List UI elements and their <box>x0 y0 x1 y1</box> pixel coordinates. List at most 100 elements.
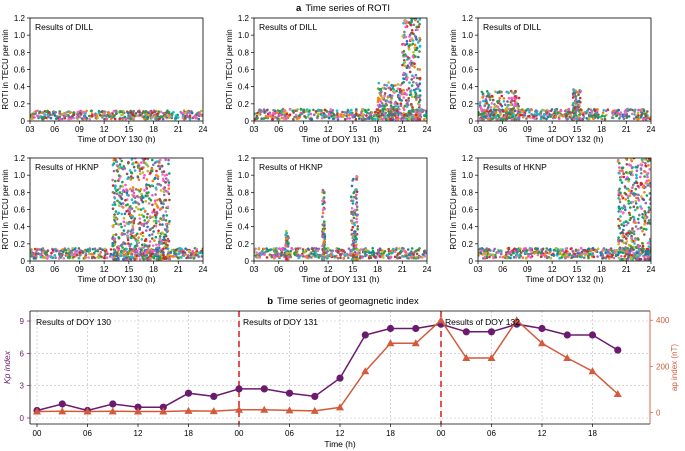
roti-point <box>44 253 48 257</box>
roti-point <box>193 251 196 255</box>
roti-burst-point <box>516 113 520 117</box>
roti-burst-point <box>412 118 415 121</box>
roti-point <box>309 112 313 116</box>
roti-point <box>195 249 199 253</box>
roti-burst-point <box>376 100 380 103</box>
roti-burst-point <box>395 89 398 93</box>
roti-burst-point <box>408 62 412 65</box>
roti-burst-point <box>572 101 575 105</box>
roti-point <box>587 107 590 111</box>
roti-point <box>336 256 340 260</box>
roti-burst-point <box>389 88 393 91</box>
roti-burst-point <box>152 163 155 167</box>
roti-point <box>484 248 487 252</box>
roti-burst-point <box>416 28 419 31</box>
roti-point <box>478 111 480 114</box>
roti-burst-point <box>624 220 628 223</box>
roti-point <box>644 114 647 118</box>
roti-burst-point <box>123 224 127 227</box>
roti-burst-point <box>479 105 482 109</box>
roti-point <box>197 114 201 118</box>
roti-point <box>507 250 510 253</box>
x-axis-label: Time of DOY 132 (h) <box>526 274 604 284</box>
roti-burst-point <box>630 234 633 238</box>
roti-point <box>324 115 328 118</box>
ap-marker <box>361 367 370 375</box>
roti-burst-point <box>640 207 643 210</box>
roti-point <box>375 252 379 255</box>
roti-point <box>527 108 530 112</box>
roti-burst-point <box>126 238 130 242</box>
roti-burst-point <box>405 20 409 24</box>
roti-point <box>272 109 275 112</box>
roti-point <box>521 115 525 119</box>
roti-burst-point <box>350 195 353 198</box>
x-tick-label: 12 <box>100 265 109 274</box>
roti-point <box>184 247 187 250</box>
roti-points <box>254 174 427 261</box>
roti-burst-point <box>622 247 626 251</box>
roti-point <box>479 251 483 255</box>
roti-burst-point <box>147 202 151 205</box>
roti-burst-point <box>146 169 149 173</box>
roti-burst-point <box>647 245 650 248</box>
roti-burst-point <box>162 179 165 182</box>
roti-point <box>293 251 296 254</box>
roti-burst-point <box>114 179 117 183</box>
roti-burst-point <box>418 50 421 53</box>
roti-burst-point <box>154 224 158 228</box>
roti-point <box>345 114 348 118</box>
roti-point <box>181 250 185 254</box>
roti-burst-point <box>491 117 494 120</box>
roti-burst-point <box>514 89 517 93</box>
roti-burst-point <box>392 105 395 109</box>
roti-point <box>41 117 44 121</box>
roti-point <box>30 250 33 253</box>
roti-burst-point <box>126 177 129 181</box>
roti-burst-point <box>164 180 167 184</box>
roti-burst-point <box>643 233 646 236</box>
roti-point <box>558 257 561 260</box>
roti-burst-point <box>150 184 154 187</box>
roti-point <box>259 109 263 112</box>
roti-point <box>290 246 294 250</box>
roti-burst-point <box>120 243 124 246</box>
roti-point <box>586 248 590 251</box>
roti-burst-point <box>621 235 624 238</box>
roti-point <box>390 249 394 252</box>
roti-point <box>371 246 375 250</box>
roti-point <box>131 113 135 117</box>
ap-marker <box>613 390 622 398</box>
roti-point <box>412 253 415 256</box>
y-tick-label-right: 400 <box>656 316 670 325</box>
roti-burst-point <box>148 215 152 218</box>
y-tick-label: 0.2 <box>462 100 474 109</box>
roti-point <box>540 250 544 254</box>
roti-point <box>99 250 103 254</box>
roti-burst-point <box>626 196 630 200</box>
roti-burst-point <box>115 254 119 258</box>
roti-burst-point <box>494 90 497 93</box>
roti-burst-point <box>627 199 630 203</box>
roti-point <box>649 116 651 119</box>
roti-burst-point <box>402 49 406 53</box>
roti-burst-point <box>625 240 629 243</box>
roti-burst-point <box>321 234 325 238</box>
roti-point <box>152 249 156 253</box>
y-tick-label: 0.6 <box>238 206 250 215</box>
y-tick-label: 0.8 <box>14 188 26 197</box>
roti-burst-point <box>647 206 651 209</box>
roti-point <box>597 115 600 119</box>
roti-burst-point <box>321 215 324 218</box>
roti-point <box>61 117 64 121</box>
roti-burst-point <box>143 219 146 222</box>
y-tick-label: 1.2 <box>14 154 26 163</box>
roti-point <box>280 116 284 120</box>
roti-panel-DILL-130: 03 06 09 12 15 18 21 2400.20.40.60.81.01.2Resul… <box>1 14 208 144</box>
roti-burst-point <box>155 204 159 207</box>
roti-burst-point <box>643 158 646 161</box>
roti-point <box>145 112 148 115</box>
roti-point <box>153 114 157 118</box>
roti-point <box>556 111 560 114</box>
roti-point <box>54 111 57 114</box>
